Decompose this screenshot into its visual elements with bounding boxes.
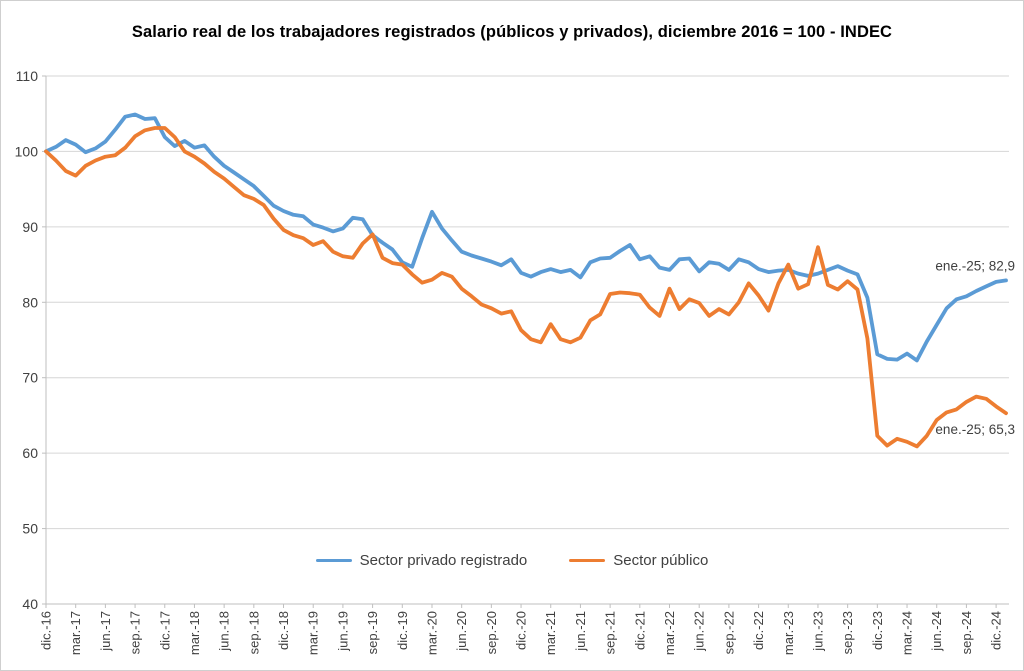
- legend-line-private-icon: [315, 558, 352, 563]
- x-tick-label: sep.-21: [603, 611, 618, 654]
- y-tick-label: 100: [15, 143, 39, 159]
- x-tick-label: mar.-22: [662, 611, 677, 655]
- x-tick-label: jun.-22: [692, 611, 707, 652]
- x-tick-label: dic.-16: [39, 611, 54, 650]
- x-tick-label: jun.-21: [573, 611, 588, 652]
- x-tick-label: jun.-19: [335, 611, 350, 652]
- x-tick-label: mar.-23: [781, 611, 796, 655]
- legend-item-private: Sector privado registrado: [315, 552, 528, 569]
- x-tick-label: mar.-21: [543, 611, 558, 655]
- x-tick-label: dic.-17: [157, 611, 172, 650]
- chart-title: Salario real de los trabajadores registr…: [131, 23, 893, 41]
- y-tick-label: 40: [22, 596, 38, 612]
- x-tick-label: jun.-23: [810, 611, 825, 652]
- x-tick-label: mar.-17: [68, 611, 83, 655]
- x-tick-label: jun.-24: [929, 611, 944, 652]
- x-tick-label: mar.-18: [187, 611, 202, 655]
- x-tick-label: sep.-18: [246, 611, 261, 654]
- y-tick-label: 60: [22, 445, 38, 461]
- x-tick-label: jun.-17: [98, 611, 113, 652]
- x-tick-label: dic.-21: [632, 611, 647, 650]
- x-tick-label: sep.-23: [840, 611, 855, 654]
- y-tick-label: 110: [16, 68, 39, 84]
- x-tick-label: mar.-24: [900, 611, 915, 655]
- x-tick-label: jun.-18: [217, 611, 232, 652]
- y-tick-label: 80: [22, 294, 38, 310]
- x-tick-label: sep.-24: [959, 611, 974, 654]
- legend: Sector privado registrado Sector público: [1, 552, 1023, 569]
- x-tick-label: sep.-17: [128, 611, 143, 654]
- x-tick-label: mar.-20: [424, 611, 439, 655]
- x-tick-label: sep.-22: [721, 611, 736, 654]
- y-tick-label: 90: [22, 219, 38, 235]
- series-line-private: [44, 112, 1008, 363]
- x-tick-label: mar.-19: [306, 611, 321, 655]
- annotation-public: ene.-25; 65,3: [935, 422, 1015, 437]
- series-line-public: [44, 126, 1008, 449]
- x-tick-label: dic.-20: [514, 611, 529, 650]
- legend-line-public-icon: [569, 558, 606, 563]
- x-tick-label: dic.-18: [276, 611, 291, 650]
- x-tick-label: dic.-22: [751, 611, 766, 650]
- annotation-private: ene.-25; 82,9: [935, 258, 1015, 273]
- y-tick-label: 70: [22, 370, 38, 386]
- legend-label-private: Sector privado registrado: [359, 552, 528, 569]
- x-tick-label: jun.-20: [454, 611, 469, 652]
- legend-label-public: Sector público: [613, 552, 709, 569]
- x-tick-label: sep.-19: [365, 611, 380, 654]
- x-tick-label: sep.-20: [484, 611, 499, 654]
- x-tick-label: dic.-24: [989, 611, 1004, 650]
- x-tick-label: dic.-23: [870, 611, 885, 650]
- legend-item-public: Sector público: [569, 552, 708, 569]
- x-tick-label: dic.-19: [395, 611, 410, 650]
- y-tick-label: 50: [22, 521, 38, 537]
